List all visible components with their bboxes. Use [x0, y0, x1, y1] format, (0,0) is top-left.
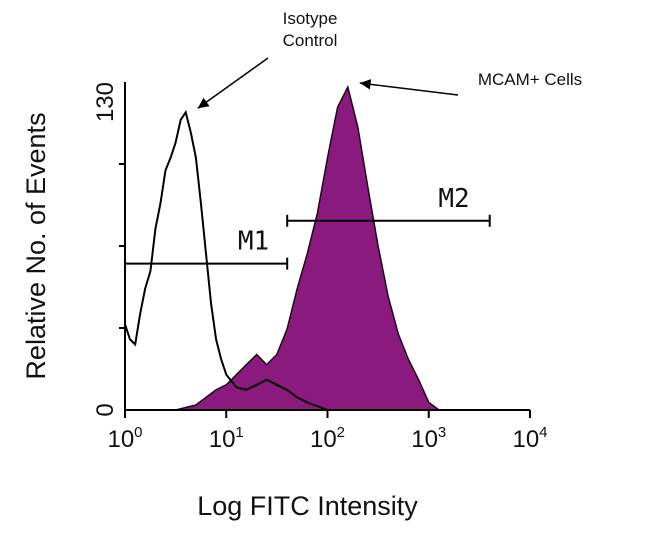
annotation-arrowhead — [197, 97, 210, 109]
annotation-label: Isotype — [283, 9, 338, 28]
series-mcam-cells-area — [125, 84, 530, 411]
x-tick-label: 103 — [411, 424, 446, 453]
plot-area — [124, 84, 530, 411]
y-tick-label: 130 — [92, 82, 119, 122]
y-axis-label: Relative No. of Events — [21, 112, 51, 379]
x-tick-label: 102 — [310, 424, 345, 453]
annotation-arrow — [359, 82, 459, 96]
x-tick-label: 100 — [107, 424, 142, 453]
gate-markers: M1 M2 — [124, 184, 491, 270]
annotations: Isotype Control MCAM+ Cells — [197, 9, 582, 109]
gate-m1-label: M1 — [238, 227, 269, 257]
annotation-arrowhead — [359, 79, 372, 90]
x-axis-label: Log FITC Intensity — [197, 491, 418, 521]
x-tick-label: 104 — [512, 424, 547, 453]
gate-m2-label: M2 — [438, 184, 469, 214]
tick-marks: 100 101 102 103 104 0 130 — [92, 82, 548, 453]
annotation-arrow — [197, 57, 269, 109]
x-tick-label: 101 — [209, 424, 244, 453]
y-tick-label: 0 — [92, 403, 119, 416]
annotation-label: MCAM+ Cells — [478, 70, 582, 89]
series-isotype-control-line — [124, 109, 328, 411]
annotation-label: Control — [283, 31, 338, 50]
